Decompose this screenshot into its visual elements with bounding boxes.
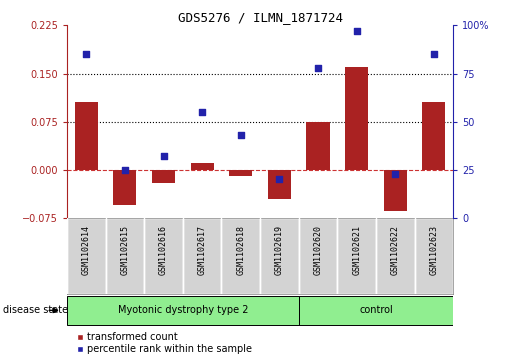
FancyBboxPatch shape: [299, 295, 453, 325]
Point: [352, 28, 360, 34]
Bar: [75, 102, 98, 170]
Text: control: control: [359, 305, 393, 315]
Text: disease state: disease state: [3, 305, 67, 315]
FancyBboxPatch shape: [299, 218, 337, 294]
FancyBboxPatch shape: [415, 218, 453, 294]
Text: GSM1102618: GSM1102618: [236, 225, 245, 276]
Text: Myotonic dystrophy type 2: Myotonic dystrophy type 2: [117, 305, 248, 315]
Bar: [191, 163, 214, 170]
Text: GSM1102623: GSM1102623: [430, 225, 438, 276]
Title: GDS5276 / ILMN_1871724: GDS5276 / ILMN_1871724: [178, 11, 342, 24]
Bar: [384, 170, 407, 211]
Point: [121, 167, 129, 172]
Point: [391, 171, 400, 176]
FancyBboxPatch shape: [67, 295, 299, 325]
Bar: [113, 170, 136, 205]
FancyBboxPatch shape: [260, 218, 299, 294]
FancyBboxPatch shape: [221, 218, 260, 294]
Point: [198, 109, 206, 115]
Point: [82, 51, 91, 57]
Point: [236, 132, 245, 138]
Bar: [229, 170, 252, 176]
Text: GSM1102621: GSM1102621: [352, 225, 361, 276]
Bar: [306, 122, 330, 170]
Bar: [268, 170, 291, 199]
Bar: [345, 67, 368, 170]
Text: GSM1102615: GSM1102615: [121, 225, 129, 276]
Text: GSM1102620: GSM1102620: [314, 225, 322, 276]
Text: GSM1102622: GSM1102622: [391, 225, 400, 276]
Point: [159, 153, 167, 159]
FancyBboxPatch shape: [183, 218, 221, 294]
FancyBboxPatch shape: [144, 218, 183, 294]
Bar: [422, 102, 445, 170]
Bar: [152, 170, 175, 183]
Text: GSM1102616: GSM1102616: [159, 225, 168, 276]
FancyBboxPatch shape: [376, 218, 415, 294]
Legend: transformed count, percentile rank within the sample: transformed count, percentile rank withi…: [72, 329, 256, 358]
FancyBboxPatch shape: [67, 218, 106, 294]
FancyBboxPatch shape: [337, 218, 376, 294]
Text: GSM1102614: GSM1102614: [82, 225, 91, 276]
Text: GSM1102617: GSM1102617: [198, 225, 207, 276]
Point: [314, 65, 322, 71]
Text: GSM1102619: GSM1102619: [275, 225, 284, 276]
FancyBboxPatch shape: [106, 218, 144, 294]
Point: [430, 51, 438, 57]
Point: [275, 176, 283, 182]
